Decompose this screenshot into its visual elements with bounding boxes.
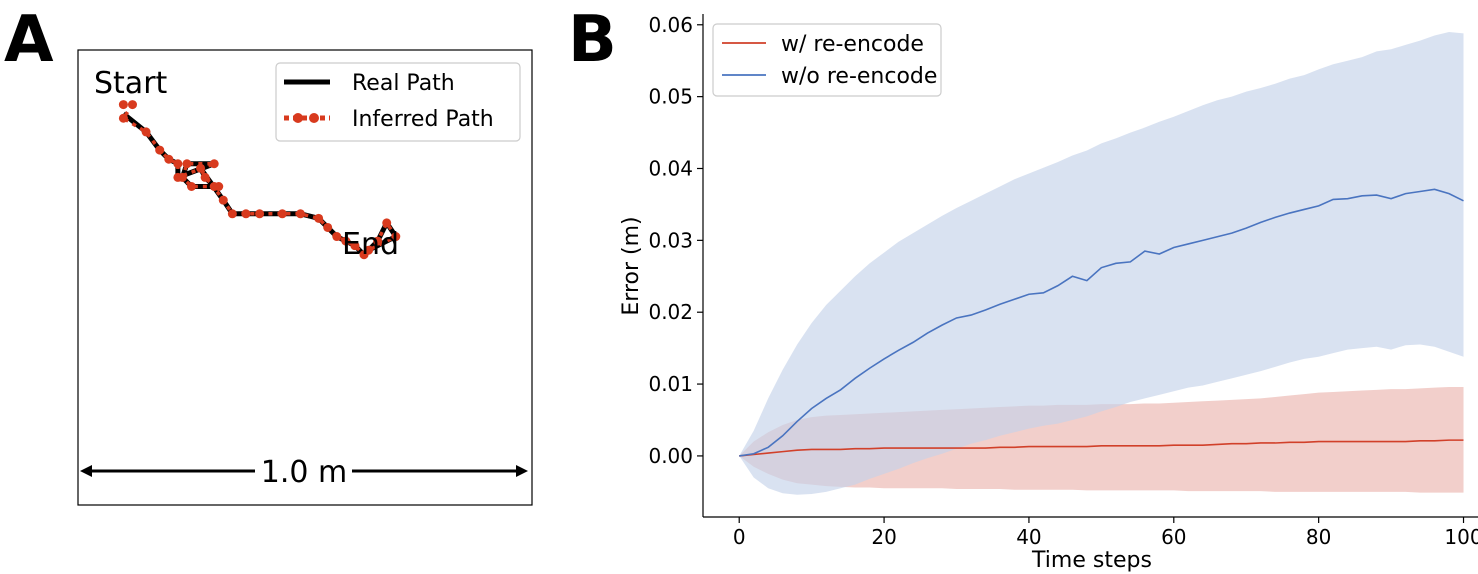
- inferred-path-point: [391, 232, 401, 242]
- y-axis-label: Error (m): [619, 216, 644, 315]
- panel-b-legend: w/ re-encode w/o re-encode: [712, 23, 942, 97]
- panel-a-legend-box: [275, 62, 521, 142]
- scale-bar: 1.0 m: [80, 455, 528, 490]
- legend-without-reencode-label: w/o re-encode: [781, 64, 937, 89]
- inferred-path-point: [241, 209, 251, 219]
- inferred-path-point: [332, 232, 342, 242]
- start-label: Start: [94, 66, 168, 101]
- scale-bar-right-arrow-icon: [516, 465, 528, 477]
- x-tick-label: 100: [1444, 525, 1478, 549]
- y-tick-label: 0.00: [648, 444, 693, 468]
- y-tick-label: 0.01: [648, 372, 693, 396]
- panel-a-frame: [77, 49, 533, 506]
- inferred-path-point: [373, 236, 383, 246]
- legend-inferred-marker: [309, 113, 319, 123]
- legend-with-reencode-label: w/ re-encode: [781, 32, 924, 57]
- panel-b-legend-box: [712, 23, 942, 97]
- y-tick-label: 0.05: [648, 85, 693, 109]
- scale-bar-left-arrow-icon: [80, 465, 92, 477]
- y-tick-label: 0.03: [648, 228, 693, 252]
- without-reencode-confidence-band: [739, 31, 1464, 495]
- scale-bar-label: 1.0 m: [261, 455, 347, 490]
- x-tick-label: 60: [1161, 525, 1186, 549]
- panel-a-label: A: [4, 3, 54, 77]
- inferred-path-point: [177, 172, 187, 182]
- inferred-path-point: [127, 100, 137, 110]
- inferred-path-point: [200, 172, 210, 182]
- without-reencode-mean-line: [739, 188, 1464, 457]
- panel-b-label: B: [568, 3, 617, 77]
- inferred-path-point: [173, 159, 183, 169]
- with-reencode-mean-line: [739, 439, 1464, 457]
- end-label: End: [342, 227, 399, 262]
- inferred-path-point: [218, 195, 228, 205]
- panel-a-legend: Real Path Inferred Path: [275, 62, 521, 142]
- legend-real-path-label: Real Path: [352, 71, 455, 96]
- legend-inferred-marker: [293, 113, 303, 123]
- inferred-path-point: [164, 154, 174, 164]
- x-tick-label: 80: [1306, 525, 1331, 549]
- inferred-path-point: [155, 145, 165, 155]
- inferred-path-point: [182, 159, 192, 169]
- inferred-path-point: [118, 100, 128, 110]
- inferred-path-point: [364, 245, 374, 255]
- inferred-path-point: [209, 182, 219, 191]
- x-tick-label: 0: [733, 525, 746, 549]
- inferred-path-point: [382, 218, 392, 228]
- inferred-path-point: [314, 213, 324, 223]
- inferred-path-point: [277, 209, 287, 219]
- y-tick-label: 0.06: [648, 13, 693, 37]
- x-tick-label: 40: [1016, 525, 1041, 549]
- x-axis-label: Time steps: [1031, 548, 1152, 573]
- inferred-path-point: [118, 113, 128, 123]
- legend-inferred-path-label: Inferred Path: [352, 107, 494, 132]
- inferred-path-point: [187, 182, 196, 191]
- inferred-path-point: [227, 209, 237, 219]
- inferred-path-point: [196, 163, 206, 173]
- panel-a-path-plot: Start End 1.0 m Real Path Inferred Path: [77, 49, 533, 506]
- y-tick-label: 0.04: [648, 156, 693, 180]
- inferred-path-point: [323, 222, 333, 232]
- x-tick-label: 20: [871, 525, 896, 549]
- panel-b-error-plot: 0 20 40 60 80 100 0.00 0.01 0.02 0.03 0.04 0.05 0.0…: [619, 13, 1478, 573]
- inferred-path-point: [341, 236, 351, 246]
- inferred-path-point: [209, 159, 219, 169]
- inferred-path-point: [350, 241, 360, 251]
- inferred-path-point: [295, 209, 305, 219]
- y-tick-label: 0.02: [648, 300, 693, 324]
- inferred-path-point: [255, 209, 265, 219]
- inferred-path-point: [141, 127, 151, 137]
